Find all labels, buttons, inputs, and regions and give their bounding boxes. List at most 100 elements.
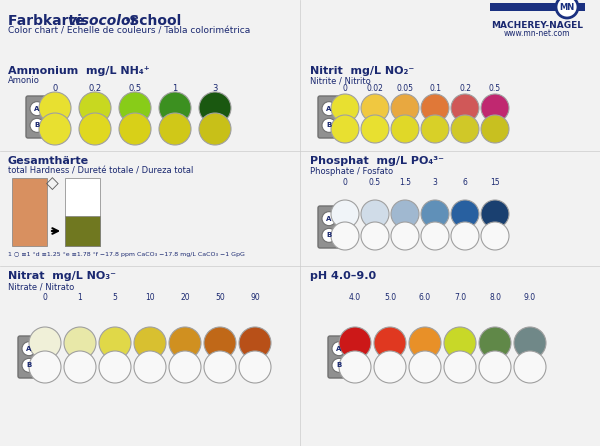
Text: MN: MN [559,3,575,12]
Circle shape [134,327,166,359]
Circle shape [481,200,509,228]
Text: B: B [326,122,332,128]
Text: A: A [26,346,32,351]
Circle shape [199,113,231,145]
Text: 6.0: 6.0 [419,293,431,302]
Text: 6: 6 [463,178,467,187]
Circle shape [22,358,36,372]
Text: 0.02: 0.02 [367,84,383,93]
Circle shape [29,327,61,359]
Circle shape [479,327,511,359]
Text: 0.1: 0.1 [429,84,441,93]
Circle shape [332,342,346,355]
Circle shape [30,118,44,132]
Text: Phosphate / Fosfato: Phosphate / Fosfato [310,167,393,176]
Text: 90: 90 [250,293,260,302]
Circle shape [409,351,441,383]
Text: Amonio: Amonio [8,76,40,85]
Circle shape [30,102,44,116]
Text: 1: 1 [77,293,82,302]
Text: 0: 0 [343,178,347,187]
Text: 50: 50 [215,293,225,302]
Circle shape [374,351,406,383]
FancyBboxPatch shape [26,96,48,138]
Circle shape [391,200,419,228]
Circle shape [159,92,191,124]
Text: 0.2: 0.2 [459,84,471,93]
Circle shape [29,351,61,383]
Circle shape [331,222,359,250]
Circle shape [391,222,419,250]
Text: A: A [34,106,40,112]
Text: Nitrit  mg/L NO₂⁻: Nitrit mg/L NO₂⁻ [310,66,414,76]
Circle shape [514,327,546,359]
Circle shape [79,92,111,124]
Circle shape [479,351,511,383]
Text: MACHEREY-NAGEL: MACHEREY-NAGEL [491,21,583,30]
Text: A: A [326,215,332,222]
Circle shape [421,222,449,250]
Circle shape [99,327,131,359]
Text: ·School: ·School [125,14,182,28]
Circle shape [409,327,441,359]
Circle shape [331,115,359,143]
Text: 10: 10 [145,293,155,302]
Circle shape [322,118,336,132]
Text: 5: 5 [113,293,118,302]
Circle shape [99,351,131,383]
Bar [65,216,100,246]
Circle shape [199,92,231,124]
Circle shape [451,200,479,228]
Text: 20: 20 [180,293,190,302]
Circle shape [374,327,406,359]
Circle shape [332,358,346,372]
Circle shape [444,351,476,383]
Circle shape [159,113,191,145]
Bar [490,3,585,11]
Circle shape [451,222,479,250]
Text: A: A [337,346,341,351]
Bar [65,178,100,246]
Circle shape [339,327,371,359]
Circle shape [391,94,419,122]
Text: 0: 0 [343,84,347,93]
FancyBboxPatch shape [318,96,340,138]
Text: 4.0: 4.0 [349,293,361,302]
Text: total Hardness / Dureté totale / Dureza total: total Hardness / Dureté totale / Dureza … [8,167,193,176]
Circle shape [444,327,476,359]
Text: 0.5: 0.5 [369,178,381,187]
Text: 1.5: 1.5 [399,178,411,187]
Text: Gesamthärte: Gesamthärte [8,156,89,166]
Text: 0: 0 [43,293,47,302]
Text: 3: 3 [212,84,218,93]
Circle shape [339,351,371,383]
Text: Nitrite / Nitrito: Nitrite / Nitrito [310,76,371,85]
Circle shape [79,113,111,145]
Circle shape [421,200,449,228]
Circle shape [556,0,578,18]
Text: 3: 3 [433,178,437,187]
Circle shape [481,222,509,250]
Circle shape [204,351,236,383]
Circle shape [134,351,166,383]
Text: B: B [34,122,40,128]
Text: Color chart / Echelle de couleurs / Tabla colorimétrica: Color chart / Echelle de couleurs / Tabl… [8,26,250,35]
Text: 0.2: 0.2 [88,84,101,93]
FancyBboxPatch shape [328,336,350,378]
Circle shape [331,200,359,228]
Text: 5.0: 5.0 [384,293,396,302]
Text: Nitrat  mg/L NO₃⁻: Nitrat mg/L NO₃⁻ [8,271,116,281]
Circle shape [239,327,271,359]
Bar [12,178,47,246]
Circle shape [391,115,419,143]
Text: B: B [326,232,332,238]
Circle shape [239,351,271,383]
Circle shape [421,94,449,122]
Text: 7.0: 7.0 [454,293,466,302]
Text: ◇: ◇ [46,175,58,193]
Circle shape [322,212,336,226]
Circle shape [361,222,389,250]
Circle shape [481,115,509,143]
Text: pH 4.0–9.0: pH 4.0–9.0 [310,271,376,281]
Circle shape [361,115,389,143]
